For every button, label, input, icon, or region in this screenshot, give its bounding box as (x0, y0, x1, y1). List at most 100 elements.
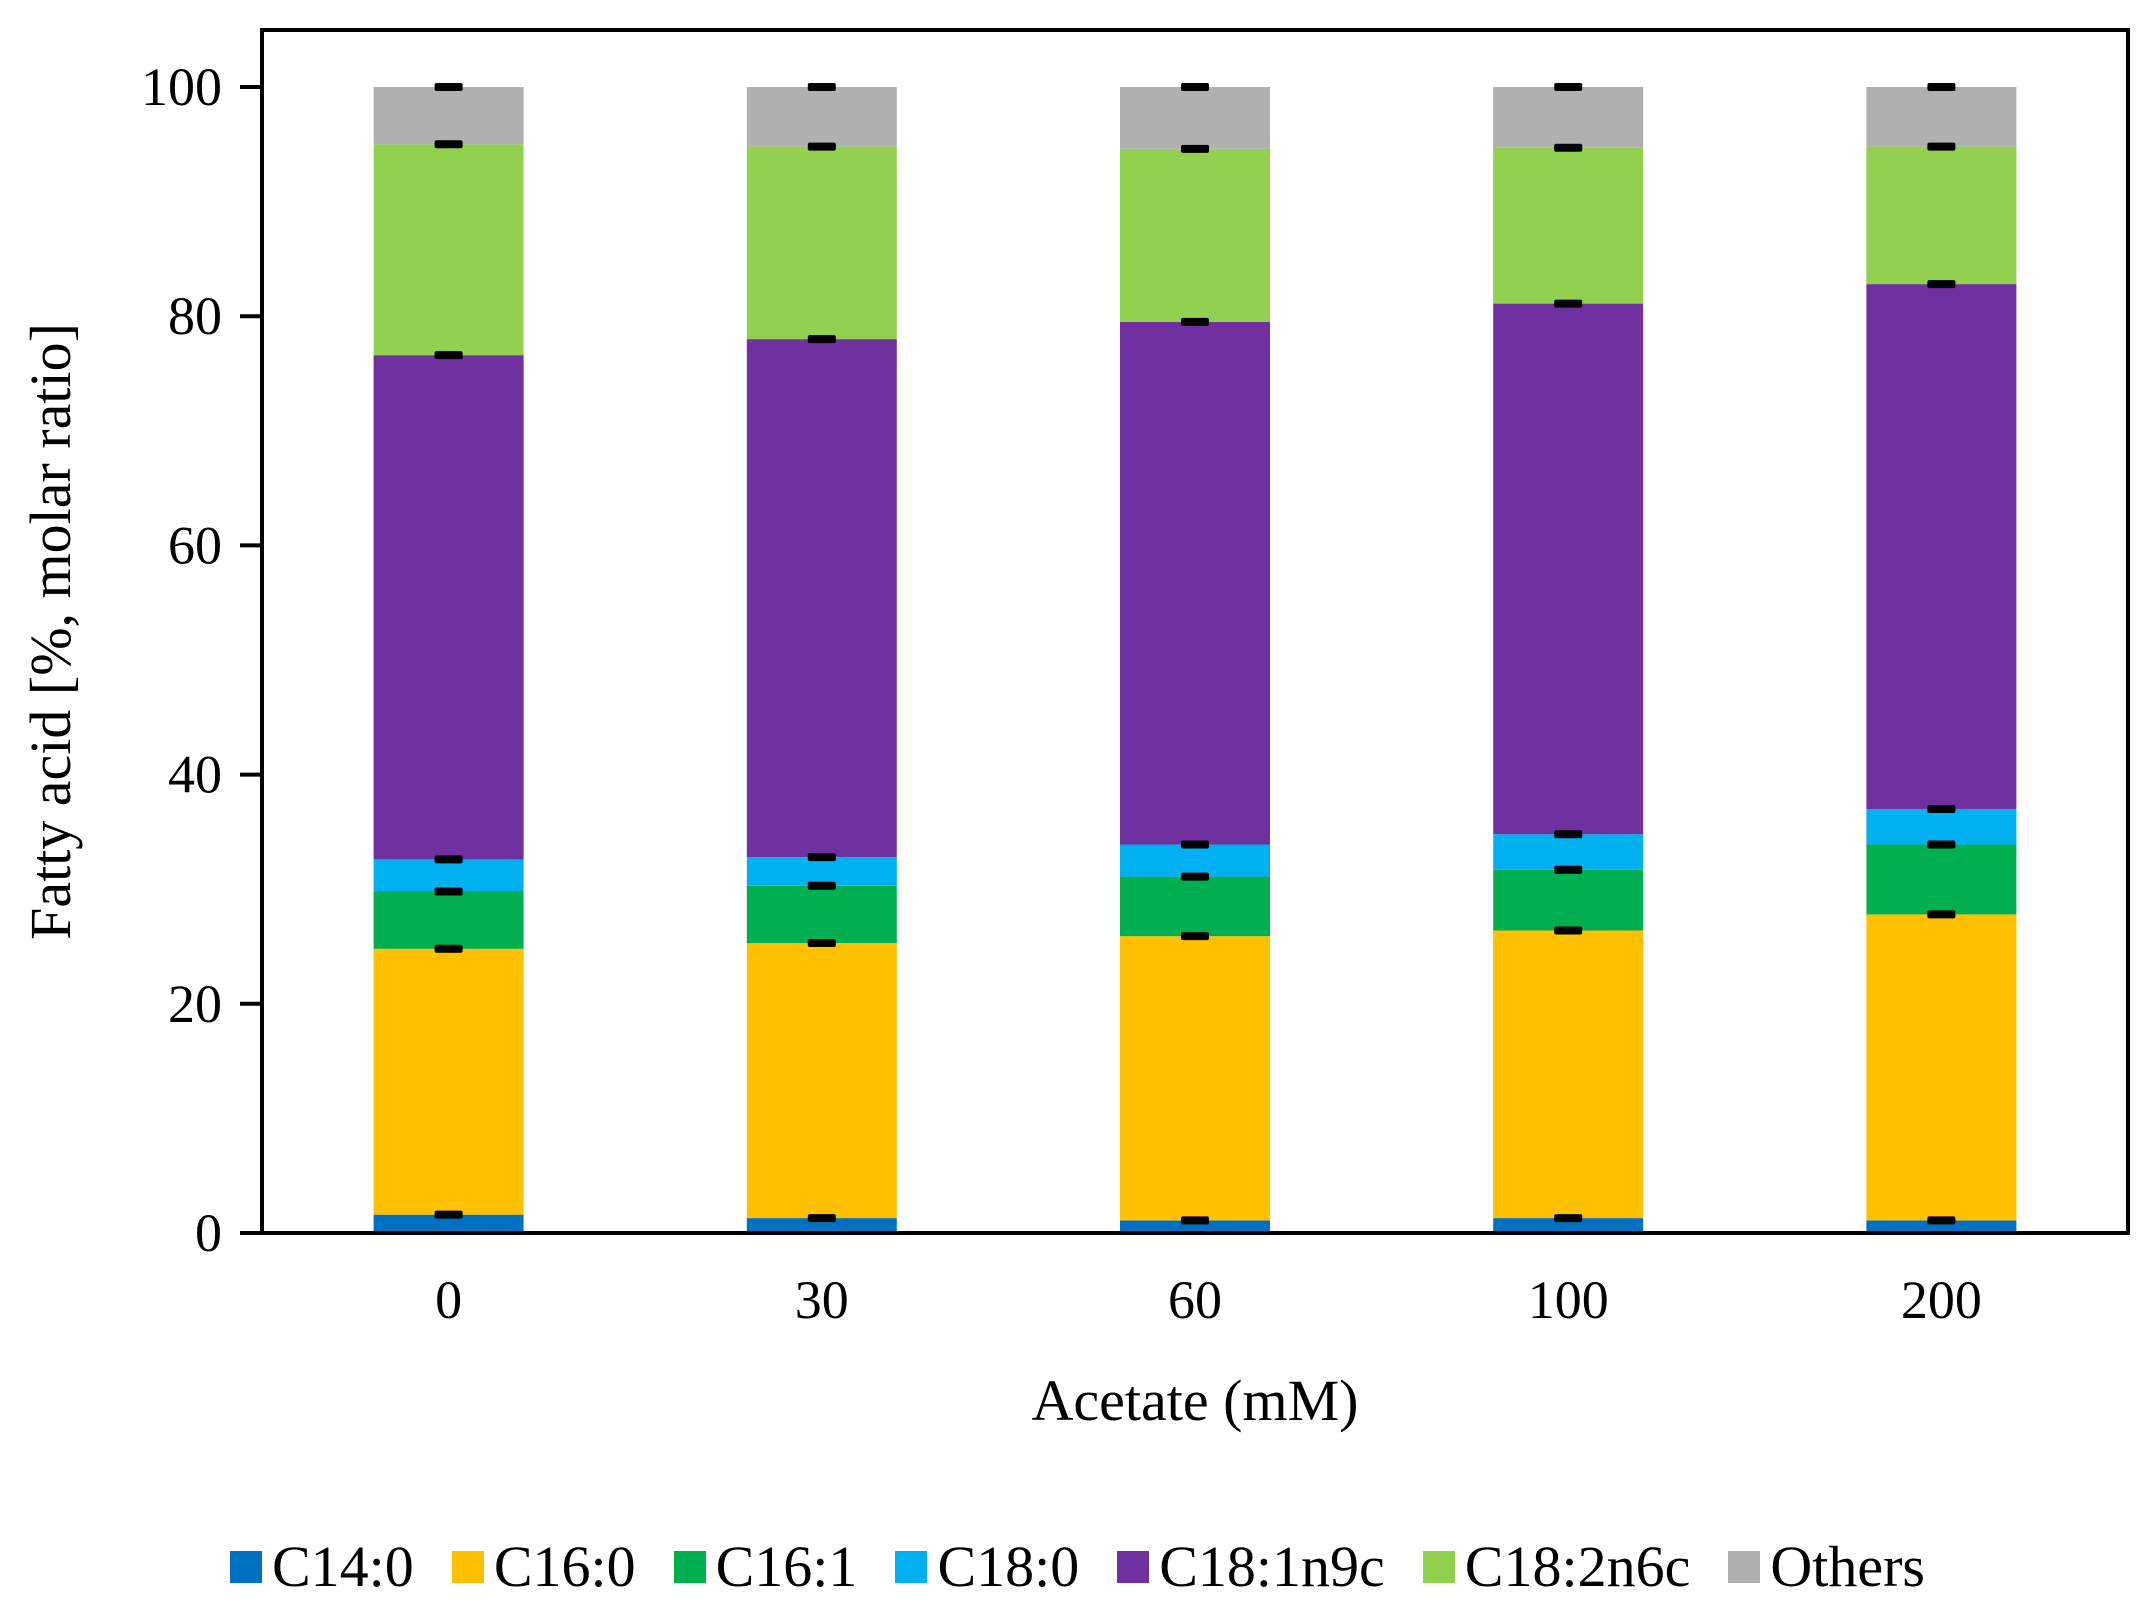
error-bar (1927, 1216, 1956, 1225)
y-tick-label: 0 (195, 1203, 222, 1263)
legend-item: C16:0 (451, 1534, 636, 1599)
error-bar (1181, 83, 1209, 91)
bar-c18-0-100 (1493, 834, 1644, 870)
x-axis-ticks: 0 30 60 100 200 (435, 1270, 1982, 1330)
bar-c14-0-100 (1493, 1218, 1644, 1233)
legend: C14:0 C16:0 C16:1 C18:0 C18:1n9c C18:2n6c Othe… (0, 1538, 2155, 1596)
bar-c18-1n9c-30 (746, 339, 897, 858)
error-bar (1554, 830, 1583, 839)
x-tick-label: 60 (1168, 1270, 1222, 1330)
legend-label: C16:1 (715, 1534, 858, 1599)
bar-c16-0-0 (373, 948, 524, 1215)
bar-c16-0-200 (1866, 914, 2017, 1221)
bar-others-200 (1866, 87, 2017, 147)
error-bar (807, 83, 836, 91)
bar-c18-1n9c-100 (1493, 303, 1644, 835)
y-tick-label: 20 (168, 974, 222, 1034)
error-bar (1554, 865, 1583, 874)
legend-label: C18:2n6c (1464, 1534, 1691, 1599)
x-axis-title: Acetate (mM) (1032, 1368, 1359, 1433)
bar-c14-0-60 (1120, 1220, 1270, 1233)
error-bar (1181, 144, 1209, 153)
y-tick-label: 80 (168, 286, 222, 346)
bar-c18-1n9c-200 (1866, 284, 2017, 809)
y-axis-title: Fatty acid [%, molar ratio] (18, 323, 83, 940)
bar-others-60 (1120, 87, 1270, 149)
error-bar (1927, 910, 1956, 919)
error-bar (1927, 840, 1956, 849)
bar-others-0 (373, 87, 524, 145)
error-bar (807, 142, 836, 151)
error-bar (1927, 83, 1956, 91)
bar-c16-1-30 (746, 885, 897, 944)
error-bar (1181, 317, 1209, 326)
error-bar (434, 944, 463, 953)
legend-label: C14:0 (272, 1534, 414, 1599)
x-tick-label: 30 (795, 1270, 849, 1330)
error-bars-layer (434, 83, 1956, 1225)
bar-c18-2n6c-100 (1493, 147, 1644, 304)
legend-swatch (1728, 1551, 1761, 1583)
bar-c16-0-30 (746, 943, 897, 1219)
bar-c18-0-0 (373, 859, 524, 892)
x-tick-label: 0 (435, 1270, 462, 1330)
error-bar (1927, 280, 1956, 289)
bar-c16-0-100 (1493, 930, 1644, 1219)
bar-c18-0-60 (1120, 844, 1270, 877)
error-bar (807, 881, 836, 890)
error-bar (1927, 804, 1956, 813)
legend-label: Others (1770, 1534, 1925, 1599)
error-bar (434, 140, 463, 149)
bar-c16-1-100 (1493, 869, 1644, 931)
bar-c18-1n9c-0 (373, 355, 524, 860)
bar-others-30 (746, 87, 897, 147)
legend-item: Others (1728, 1538, 1925, 1596)
error-bar (807, 335, 836, 344)
bar-c18-0-30 (746, 857, 897, 886)
y-tick-label: 100 (141, 57, 222, 117)
bar-c18-2n6c-60 (1120, 148, 1270, 322)
y-tick-label: 60 (168, 515, 222, 575)
error-bar (1554, 1214, 1583, 1223)
y-axis-ticks: 0 20 40 60 80 100 (141, 57, 262, 1263)
legend-item: C18:1n9c (1117, 1538, 1385, 1596)
error-bar (1927, 142, 1956, 151)
legend-swatch (895, 1551, 928, 1583)
bar-c14-0-0 (373, 1214, 524, 1233)
error-bar (807, 939, 836, 948)
error-bar (434, 1210, 463, 1219)
bars-layer (373, 87, 2017, 1233)
bar-c18-0-200 (1866, 808, 2017, 845)
bar-c16-1-0 (373, 891, 524, 949)
error-bar (434, 83, 463, 91)
error-bar (434, 855, 463, 864)
bar-c16-0-60 (1120, 936, 1270, 1221)
error-bar (1181, 1216, 1209, 1225)
legend-swatch (1117, 1551, 1150, 1583)
error-bar (807, 1214, 836, 1223)
stacked-bar-chart: 0 20 40 60 80 100 0 30 60 100 200 Acetate (mM) Fa… (18, 28, 2130, 1433)
legend-item: C16:1 (673, 1534, 858, 1599)
legend-label: C16:0 (493, 1534, 636, 1599)
legend-swatch (451, 1551, 484, 1583)
bar-c16-1-60 (1120, 876, 1270, 937)
error-bar (1554, 143, 1583, 152)
error-bar (1554, 299, 1583, 308)
x-tick-label: 200 (1901, 1270, 1982, 1330)
x-tick-label: 100 (1528, 1270, 1609, 1330)
error-bar (434, 351, 463, 360)
bar-c14-0-200 (1866, 1220, 2017, 1233)
legend-item: C18:2n6c (1422, 1534, 1691, 1599)
legend-swatch (230, 1551, 262, 1583)
bar-others-100 (1493, 87, 1644, 148)
bar-c18-2n6c-200 (1866, 146, 2017, 285)
legend-swatch (673, 1551, 706, 1583)
error-bar (807, 853, 836, 862)
legend-item: C18:0 (895, 1538, 1079, 1596)
bar-c16-1-200 (1866, 844, 2017, 915)
y-tick-label: 40 (168, 745, 222, 805)
error-bar (434, 887, 463, 896)
legend-label: C18:0 (937, 1534, 1080, 1599)
error-bar (1554, 83, 1583, 91)
error-bar (1181, 932, 1209, 941)
